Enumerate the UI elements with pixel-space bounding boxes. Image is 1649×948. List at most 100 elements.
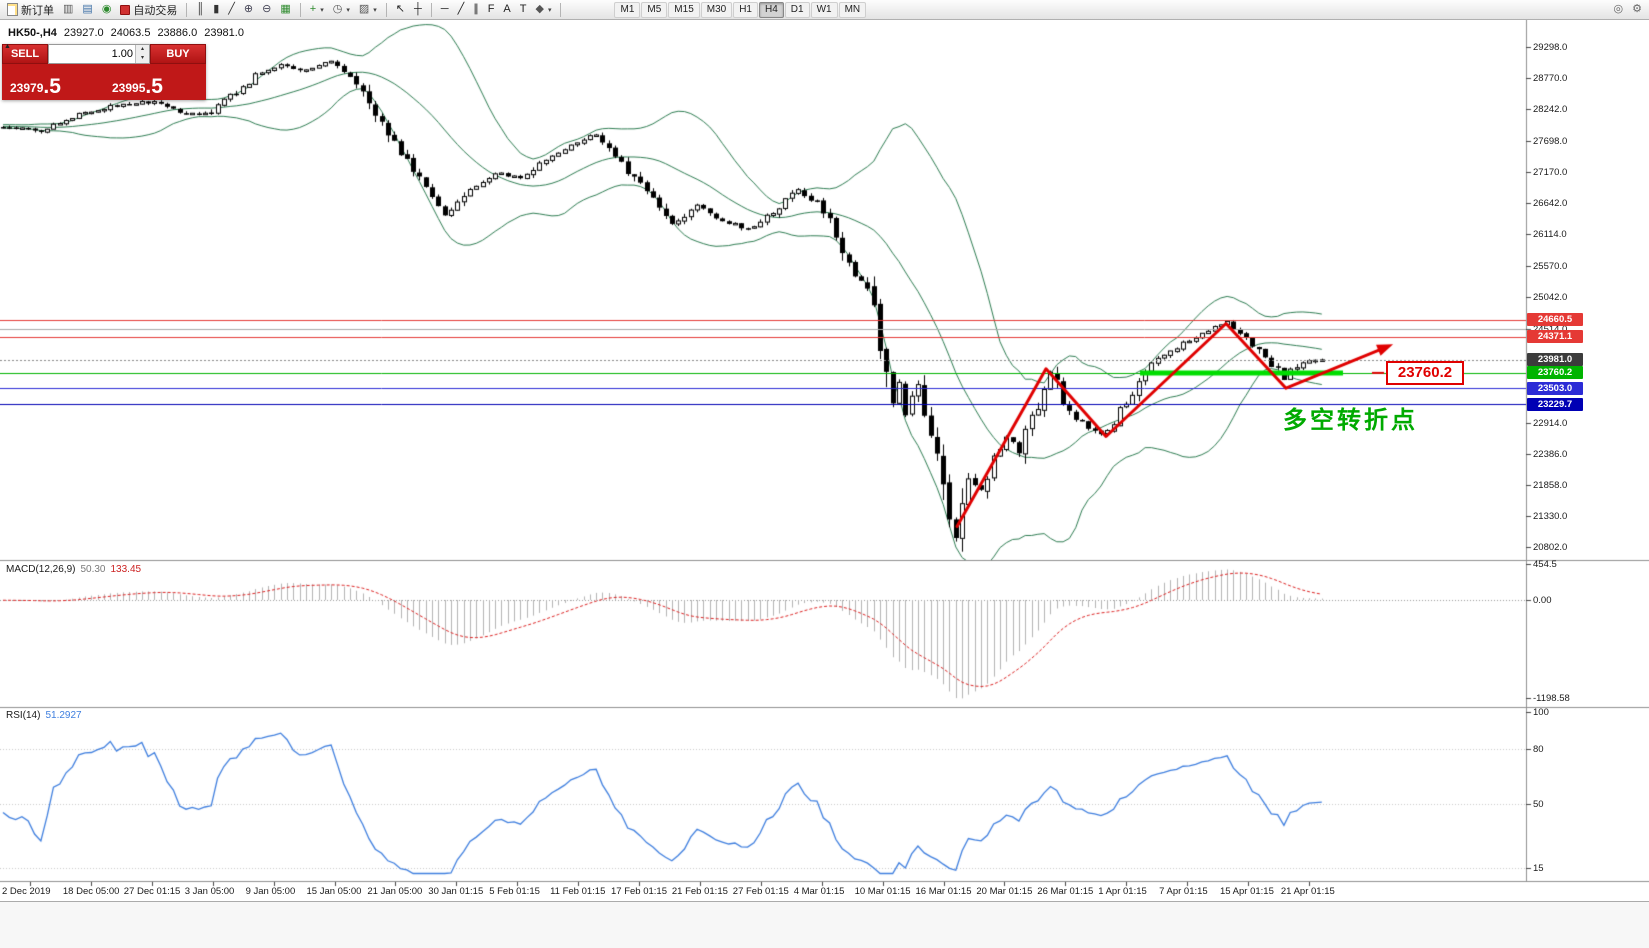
cursor-icon: ↖ [395,3,405,15]
zoom-in-icon[interactable]: ⊕ [240,1,257,18]
toolbar-separator [186,2,188,17]
close-value: 23981.0 [204,27,244,39]
candlestick-icon: ▮ [213,3,220,15]
text-tool-icon[interactable]: A [499,1,514,18]
buy-price-big: .5 [145,75,163,98]
search-icon: ◎ [1613,3,1624,15]
timeframe-m5[interactable]: M5 [641,1,668,18]
chart-canvas[interactable] [0,20,1649,901]
periods-icon[interactable]: ◷ ▾ [329,1,354,18]
toolbar-separator [430,2,432,17]
timeframe-mn[interactable]: MN [838,1,867,18]
market-watch-icon[interactable]: ▤ [78,1,96,18]
tile-windows-icon[interactable]: ▦ [276,1,294,18]
shapes-icon[interactable]: ◆ ▾ [532,1,556,18]
cursor-icon[interactable]: ↖ [392,1,409,18]
line-chart-icon: ╱ [228,3,235,15]
volume-down-icon[interactable]: ▾ [136,54,149,63]
volume-spinner: ▴ ▾ [135,45,149,63]
high-value: 24063.5 [110,27,151,39]
macd-indicator-label: MACD(12,26,9) 50.30 133.45 [6,564,141,575]
timeframe-m30[interactable]: M30 [700,1,733,18]
low-value: 23886.0 [157,27,198,39]
crosshair-icon: ┼ [413,3,422,15]
toolbar-separator [299,2,301,17]
auto-trading-button[interactable]: 自动交易 [116,1,181,18]
dropdown-caret-icon: ▾ [346,6,350,14]
timeframe-h1[interactable]: H1 [733,1,758,18]
trendline-icon: ╱ [457,3,465,15]
tile-windows-icon: ▦ [280,3,291,15]
toolbar-separator [385,2,387,17]
annotation-text[interactable]: 多空转折点 [1283,407,1418,434]
text-tool-icon: A [503,3,511,15]
rsi-indicator-label: RSI(14) 51.2927 [6,710,82,721]
new-chart-icon[interactable]: + ▾ [306,1,328,18]
timeframe-d1[interactable]: D1 [784,1,810,18]
timeframe-m15[interactable]: M15 [668,1,700,18]
timeframe-w1[interactable]: W1 [810,1,838,18]
timeframe-h4[interactable]: H4 [759,1,784,18]
buy-price-main: 23995 [112,81,146,95]
sell-price[interactable]: 23979 .5 [2,64,104,100]
macd-signal-value: 133.45 [110,564,142,575]
channel-icon: ∥ [473,3,479,15]
buy-button[interactable]: BUY [150,44,206,64]
new-chart-icon: + [309,3,317,15]
search-icon[interactable]: ◎ [1610,1,1628,18]
dropdown-caret-icon: ▾ [320,6,324,14]
settings-icon: ⚙ [1632,3,1642,15]
horizontal-line-icon[interactable]: ─ [437,1,453,18]
label-tool-icon: T [519,3,527,15]
navigator-icon[interactable]: ◉ [98,1,116,18]
rsi-value: 51.2927 [45,710,82,721]
timeframe-m1[interactable]: M1 [614,1,641,18]
auto-trading-button-label: 自动交易 [133,4,178,17]
new-order-button-label: 新订单 [21,4,54,17]
symbol-period-label: HK50-,H4 [8,27,57,39]
fibonacci-icon[interactable]: F [484,1,499,18]
open-value: 23927.0 [63,27,104,39]
price-level-label[interactable]: 23760.2 [1386,361,1464,385]
line-chart-icon[interactable]: ╱ [224,1,239,18]
chart-area: HK50-,H4 23927.0 24063.5 23886.0 23981.0… [0,20,1649,901]
label-tool-icon[interactable]: T [516,1,531,18]
ohlc-info: HK50-,H4 23927.0 24063.5 23886.0 23981.0 [8,27,244,39]
settings-icon[interactable]: ⚙ [1628,1,1646,18]
charts-window-icon[interactable]: ▥ [59,1,77,18]
buy-price[interactable]: 23995 .5 [104,64,206,100]
channel-icon[interactable]: ∥ [469,1,483,18]
ohlc-bars-icon[interactable]: ║ [192,1,208,18]
candlestick-icon[interactable]: ▮ [209,1,223,18]
timeframe-buttons: M1 M5 M15 M30 H1 H4 D1 W1 MN [614,1,867,18]
templates-icon[interactable]: ▨ ▾ [355,1,381,18]
templates-icon: ▨ [358,3,370,15]
new-order-button[interactable]: 新订单 [3,1,58,18]
dropdown-caret-icon: ▾ [373,6,377,14]
navigator-icon: ◉ [101,3,112,15]
collapse-one-click-icon[interactable]: ▲ [4,43,11,50]
zoom-out-icon[interactable]: ⊖ [258,1,275,18]
macd-name: MACD(12,26,9) [6,564,76,575]
dropdown-caret-icon: ▾ [547,6,552,14]
shapes-icon: ◆ [535,3,544,15]
zoom-in-icon: ⊕ [243,3,254,15]
volume-up-icon[interactable]: ▴ [136,45,149,54]
ohlc-bars-icon: ║ [196,3,205,15]
charts-window-icon: ▥ [63,3,74,15]
horizontal-line-icon: ─ [440,3,449,15]
sell-button[interactable]: SELL [2,44,48,64]
fibonacci-icon: F [487,3,495,15]
toolbar: 新订单 ▥ ▤ ◉ 自动交易 ║ ▮ ╱ ⊕ ⊖ ▦ + ▾ ◷ ▾ ▨ ▾ ↖ ┼ ─ ╱ ∥ F A T ◆ ▾ M1 M5 M15 M… [0,0,1649,20]
macd-main-value: 50.30 [80,564,106,575]
toolbar-separator [560,2,562,17]
rsi-name: RSI(14) [6,710,41,721]
new-order-icon [7,3,18,16]
volume-input[interactable] [49,48,135,60]
bottom-strip [0,901,1649,948]
trendline-icon[interactable]: ╱ [454,1,469,18]
zoom-out-icon: ⊖ [262,3,272,15]
crosshair-icon[interactable]: ┼ [410,1,426,18]
sell-price-big: .5 [43,75,61,98]
